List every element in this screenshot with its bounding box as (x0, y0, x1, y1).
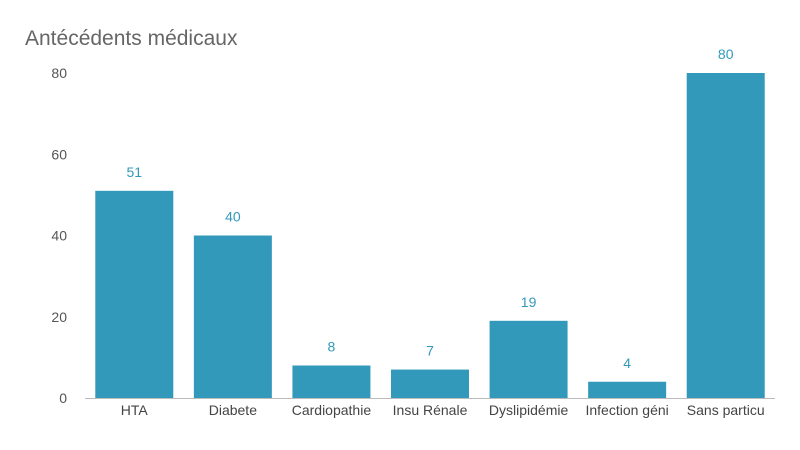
bar (686, 73, 765, 398)
bar (292, 365, 371, 398)
bar (489, 320, 568, 398)
y-tick-label: 60 (51, 146, 67, 162)
y-tick-label: 0 (59, 390, 67, 406)
bars (95, 73, 765, 398)
bar (193, 235, 272, 398)
bar (391, 369, 469, 398)
data-labels: 51 40 8 7 19 4 80 (126, 46, 733, 371)
data-label: 4 (623, 355, 631, 371)
y-tick-label: 20 (51, 309, 67, 325)
y-tick-label: 40 (51, 228, 67, 244)
x-tick-label: Cardiopathie (292, 402, 372, 418)
x-tick-label: Dyslipidémie (489, 402, 569, 418)
x-tick-label: Insu Rénale (393, 402, 468, 418)
bar (588, 381, 667, 398)
data-label: 8 (328, 339, 336, 355)
data-label: 7 (426, 343, 434, 359)
x-tick-label: Diabete (209, 402, 257, 418)
data-label: 40 (225, 209, 241, 225)
data-label: 19 (521, 294, 537, 310)
chart-title: Antécédents médicaux (25, 27, 238, 50)
y-axis: 0 20 40 60 80 (51, 65, 67, 406)
x-tick-label: Sans particu (687, 402, 765, 418)
data-label: 51 (126, 164, 142, 180)
bar (95, 190, 174, 398)
x-tick-label: HTA (121, 402, 149, 418)
y-tick-label: 80 (51, 65, 67, 81)
x-tick-label: Infection géni (585, 402, 668, 418)
data-label: 80 (718, 46, 734, 62)
x-axis: HTA Diabete Cardiopathie Insu Rénale Dyslipi… (121, 402, 765, 418)
